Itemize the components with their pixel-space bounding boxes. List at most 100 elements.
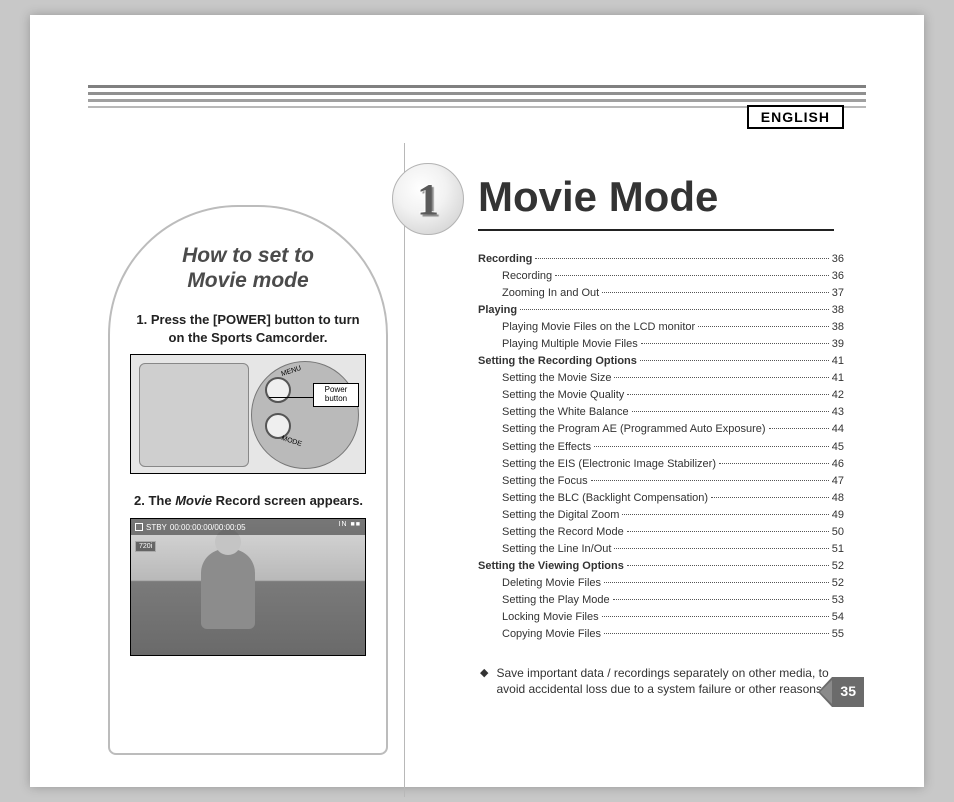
toc-leader-dots <box>613 599 829 600</box>
toc-row: Recording 36 <box>478 251 844 268</box>
toc-page: 50 <box>832 524 844 541</box>
toc-row: Setting the Play Mode53 <box>478 592 844 609</box>
step2-suffix: Record screen appears. <box>212 493 363 508</box>
step-2-text: 2. The Movie Record screen appears. <box>134 492 366 510</box>
toc-row: Setting the Program AE (Programmed Auto … <box>478 421 844 438</box>
step2-italic: Movie <box>175 493 212 508</box>
power-tag-l1: Power <box>325 385 348 394</box>
toc-row: Setting the EIS (Electronic Image Stabil… <box>478 456 844 473</box>
camera-body-shape <box>139 363 249 467</box>
vertical-divider <box>404 143 405 797</box>
toc-row: Locking Movie Files54 <box>478 609 844 626</box>
toc-leader-dots <box>627 565 829 566</box>
toc-row: Playing Movie Files on the LCD monitor 38 <box>478 319 844 336</box>
toc-leader-dots <box>614 548 828 549</box>
language-badge: ENGLISH <box>747 105 844 129</box>
note-text: Save important data / recordings separat… <box>496 665 860 697</box>
chapter-title: Movie Mode <box>478 173 718 221</box>
toc-label: Setting the Program AE (Programmed Auto … <box>502 421 766 438</box>
toc-row: Playing38 <box>478 302 844 319</box>
toc-leader-dots <box>698 326 829 327</box>
callout-heading: How to set to Movie mode <box>124 243 372 293</box>
toc-page: 36 <box>832 268 844 285</box>
toc-leader-dots <box>641 343 829 344</box>
toc-row: Setting the Record Mode 50 <box>478 524 844 541</box>
toc-page: 45 <box>832 439 844 456</box>
footer-note: ◆ Save important data / recordings separ… <box>480 665 860 697</box>
toc-leader-dots <box>591 480 829 481</box>
toc-label: Setting the Digital Zoom <box>502 507 619 524</box>
toc-leader-dots <box>614 377 828 378</box>
toc-label: Setting the Movie Size <box>502 370 611 387</box>
toc-page: 46 <box>832 456 844 473</box>
toc-page: 52 <box>832 558 844 575</box>
toc-label: Zooming In and Out <box>502 285 599 302</box>
toc-label: Playing Multiple Movie Files <box>502 336 638 353</box>
callout-heading-l2: Movie mode <box>187 269 308 292</box>
toc-row: Setting the Movie Quality42 <box>478 387 844 404</box>
toc-page: 37 <box>832 285 844 302</box>
step2-prefix: 2. The <box>134 493 175 508</box>
osd-status: STBY <box>146 523 167 532</box>
record-icon <box>135 523 143 531</box>
toc-label: Setting the Focus <box>502 473 588 490</box>
toc-leader-dots <box>640 360 829 361</box>
lcd-screenshot: STBY 00:00:00:00/00:00:05 IN ■■ 720i <box>130 518 366 656</box>
toc-page: 39 <box>832 336 844 353</box>
toc-label: Copying Movie Files <box>502 626 601 643</box>
camera-grip-shape <box>251 361 359 469</box>
toc-page: 48 <box>832 490 844 507</box>
toc-label: Setting the Recording Options <box>478 353 637 370</box>
toc-page: 52 <box>832 575 844 592</box>
toc-leader-dots <box>535 258 828 259</box>
camera-diagram: MENU MODE Power button <box>130 354 366 474</box>
toc-page: 38 <box>832 319 844 336</box>
toc-label: Locking Movie Files <box>502 609 599 626</box>
toc-leader-dots <box>520 309 829 310</box>
toc-leader-dots <box>555 275 829 276</box>
toc-row: Setting the BLC (Backlight Compensation)… <box>478 490 844 507</box>
toc-leader-dots <box>632 411 829 412</box>
page-number-badge: 35 <box>818 677 864 707</box>
toc-row: Setting the Focus47 <box>478 473 844 490</box>
toc-label: Setting the Record Mode <box>502 524 624 541</box>
toc-leader-dots <box>602 292 829 293</box>
osd-topbar: STBY 00:00:00:00/00:00:05 IN ■■ <box>131 519 365 535</box>
toc-page: 38 <box>832 302 844 319</box>
toc-page: 44 <box>832 421 844 438</box>
toc-page: 55 <box>832 626 844 643</box>
toc-page: 36 <box>832 251 844 268</box>
toc-label: Setting the BLC (Backlight Compensation) <box>502 490 708 507</box>
toc-row: Setting the Line In/Out51 <box>478 541 844 558</box>
toc-label: Setting the Line In/Out <box>502 541 611 558</box>
diamond-bullet-icon: ◆ <box>480 665 488 697</box>
toc-leader-dots <box>711 497 829 498</box>
toc-row: Recording36 <box>478 268 844 285</box>
chapter-number-badge: 1 <box>392 163 464 235</box>
toc-row: Setting the Digital Zoom 49 <box>478 507 844 524</box>
toc-row: Zooming In and Out 37 <box>478 285 844 302</box>
toc-label: Setting the Viewing Options <box>478 558 624 575</box>
toc-row: Setting the White Balance43 <box>478 404 844 421</box>
screenshot-subject <box>201 549 255 629</box>
toc-label: Setting the Play Mode <box>502 592 610 609</box>
toc-page: 41 <box>832 353 844 370</box>
toc-label: Setting the Movie Quality <box>502 387 624 404</box>
power-leader-line <box>269 397 313 398</box>
power-tag-l2: button <box>325 394 347 403</box>
toc-label: Playing Movie Files on the LCD monitor <box>502 319 695 336</box>
toc-page: 49 <box>832 507 844 524</box>
toc-leader-dots <box>627 394 828 395</box>
title-underline <box>478 229 834 231</box>
osd-resolution: 720i <box>135 541 156 552</box>
toc-label: Setting the Effects <box>502 439 591 456</box>
toc-row: Deleting Movie Files52 <box>478 575 844 592</box>
table-of-contents: Recording36Recording36Zooming In and Out… <box>478 251 844 643</box>
toc-row: Playing Multiple Movie Files 39 <box>478 336 844 353</box>
toc-label: Setting the White Balance <box>502 404 629 421</box>
toc-leader-dots <box>719 463 829 464</box>
toc-leader-dots <box>627 531 829 532</box>
toc-label: Recording <box>478 251 532 268</box>
toc-leader-dots <box>602 616 829 617</box>
toc-leader-dots <box>604 582 829 583</box>
